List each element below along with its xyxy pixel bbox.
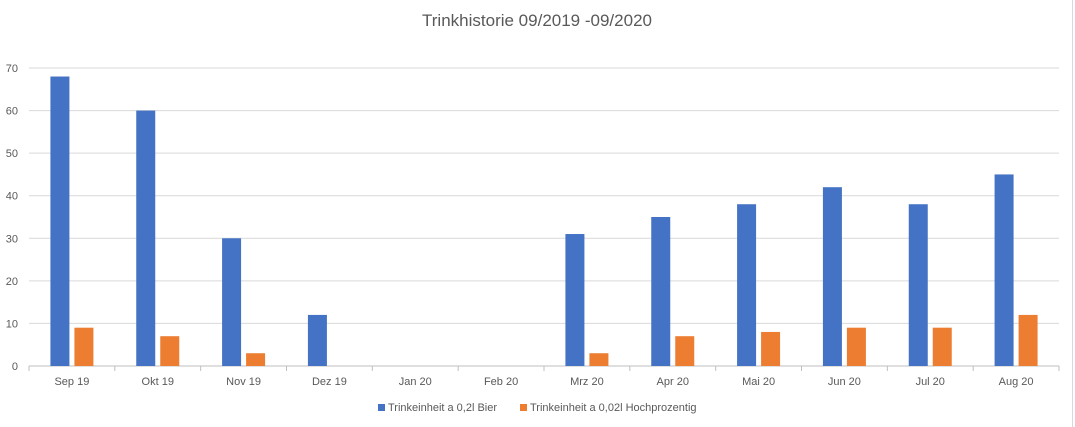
bar-series-1 [994,174,1014,366]
bar-series-1 [565,234,585,366]
x-tick-label: Feb 20 [484,376,518,388]
bar-series-2 [74,327,94,366]
bar-series-1 [908,204,928,366]
x-tick-label: Apr 20 [657,376,689,388]
x-tick-label: Nov 19 [226,376,261,388]
y-tick-label: 20 [6,276,18,288]
y-tick-label: 50 [6,148,18,160]
x-tick-label: Mrz 20 [570,376,604,388]
legend-label: Trinkeinheit a 0,02l Hochprozentig [530,402,697,414]
y-tick-label: 0 [12,361,18,373]
bar-series-2 [932,327,952,366]
bar-series-1 [222,238,242,366]
bar-series-2 [761,331,781,366]
x-tick-label: Jun 20 [828,376,861,388]
legend: Trinkeinheit a 0,2l Bier Trinkeinheit a 0… [378,402,697,414]
x-tick-label: Aug 20 [999,376,1034,388]
gridlines [29,67,1059,367]
y-tick-label: 40 [6,191,18,203]
y-tick-label: 60 [6,106,18,118]
bar-series-2 [846,327,866,366]
x-tick-label: Mai 20 [742,376,775,388]
x-tick-label: Dez 19 [312,376,347,388]
bar-series-1 [737,204,757,366]
chart-border [1072,0,1073,427]
x-tick-label: Sep 19 [54,376,89,388]
y-axis-ticks: 0 10 20 30 40 50 60 70 [6,63,18,373]
x-tick-label: Jul 20 [916,376,945,388]
y-tick-label: 70 [6,63,18,75]
x-axis-ticks: Sep 19 Okt 19 Nov 19 Dez 19 Jan 20 Feb 20 Mrz … [28,366,1060,388]
bar-series-1 [136,110,156,366]
bar-series-1 [822,187,842,366]
x-tick-label: Okt 19 [142,376,174,388]
bar-series-1 [651,217,671,366]
bar-series-1 [50,76,70,366]
legend-swatch [378,404,385,411]
y-tick-label: 30 [6,233,18,245]
bar-series-1 [307,314,327,366]
legend-swatch [520,404,527,411]
bars [50,76,1038,366]
legend-label: Trinkeinheit a 0,2l Bier [388,402,497,414]
y-tick-label: 10 [6,318,18,330]
bar-series-2 [160,336,180,366]
x-tick-label: Jan 20 [399,376,432,388]
bar-series-2 [246,353,266,366]
chart-title: Trinkhistorie 09/2019 -09/2020 [422,11,652,30]
bar-series-2 [1018,314,1038,366]
bar-series-2 [675,336,695,366]
bar-series-2 [589,353,609,366]
